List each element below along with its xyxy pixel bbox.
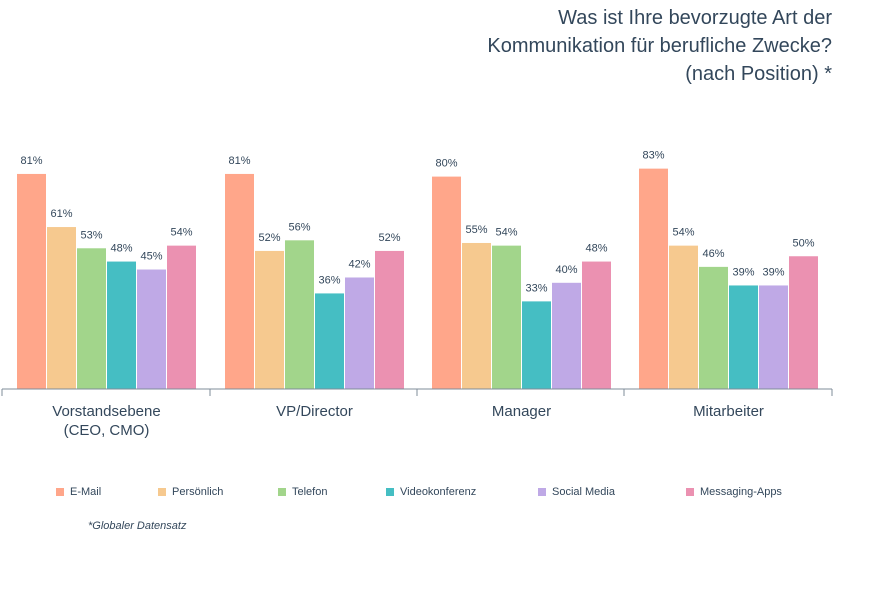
bar-chart: 81% 81% 80% 83% 61% 52% 55% 54% 53% 56% 54% 46% 48% 3… [1,150,833,439]
bar-messaging-apps-2 [582,261,611,389]
bar-social-media-3 [759,285,788,389]
legend-label: Social Media [552,486,615,498]
data-label: 52% [378,232,400,244]
legend-label: Persönlich [172,486,224,498]
data-label: 36% [318,274,340,286]
data-label: 54% [672,227,694,239]
legend-item: Videokonferenz [386,486,476,498]
bar-videokonferenz-2 [522,301,551,389]
chart-title: Was ist Ihre bevorzugte Art der Kommunik… [487,4,832,88]
data-label: 54% [495,227,517,239]
bar-telefon-0 [77,248,106,389]
data-label: 48% [585,243,607,255]
chart-title-line-2: Kommunikation für berufliche Zwecke? [487,35,832,57]
bar-e-mail-0 [17,173,46,389]
data-label: 53% [80,229,102,241]
bar-e-mail-3 [639,168,668,389]
data-label: 80% [435,158,457,170]
category-label: Mitarbeiter [693,403,764,420]
category-label: Vorstandsebene [52,403,160,420]
data-label: 46% [702,248,724,260]
legend-label: E-Mail [70,486,102,498]
bar-social-media-0 [137,269,166,389]
bar-social-media-2 [552,282,581,389]
bar-telefon-1 [285,240,314,389]
bar-videokonferenz-0 [107,261,136,389]
legend-label: Messaging-Apps [700,486,782,498]
legend-swatch [158,488,166,496]
chart-legend: E-Mail Persönlich Telefon Videokonferenz Soc… [56,486,836,502]
bar-videokonferenz-1 [315,293,344,389]
bar-e-mail-1 [225,173,254,389]
bar-videokonferenz-3 [729,285,758,389]
chart-title-line-1: Was ist Ihre bevorzugte Art der [558,7,832,29]
data-label: 42% [348,258,370,270]
data-label: 52% [258,232,280,244]
data-label: 56% [288,221,310,233]
legend-swatch [538,488,546,496]
data-label: 48% [110,243,132,255]
data-label: 81% [20,155,42,167]
data-label: 33% [525,282,547,294]
bar-telefon-3 [699,266,728,389]
data-label: 54% [170,227,192,239]
bar-messaging-apps-0 [167,245,196,389]
bar-social-media-1 [345,277,374,389]
bar-pers-nlich-2 [462,242,491,389]
footnote: *Globaler Datensatz [88,520,187,532]
legend-item: Social Media [538,486,615,498]
data-label: 39% [732,266,754,278]
data-label: 55% [465,224,487,236]
legend-label: Videokonferenz [400,486,477,498]
data-label: 50% [792,237,814,249]
category-label: VP/Director [276,403,353,420]
legend-item: Telefon [278,486,327,498]
legend-swatch [278,488,286,496]
data-label: 81% [228,155,250,167]
legend-swatch [56,488,64,496]
bar-telefon-2 [492,245,521,389]
bar-messaging-apps-3 [789,256,818,389]
bar-pers-nlich-3 [669,245,698,389]
bar-messaging-apps-1 [375,250,404,389]
legend-item: E-Mail [56,486,101,498]
legend-swatch [386,488,394,496]
legend-item: Persönlich [158,486,223,498]
bar-pers-nlich-1 [255,250,284,389]
data-label: 39% [762,266,784,278]
data-label: 45% [140,251,162,263]
bar-pers-nlich-0 [47,227,76,389]
chart-title-line-3: (nach Position) * [685,63,832,85]
category-label: (CEO, CMO) [64,422,150,439]
category-label: Manager [492,403,551,420]
legend-swatch [686,488,694,496]
data-label: 61% [50,208,72,220]
legend-item: Messaging-Apps [686,486,782,498]
legend-label: Telefon [292,486,328,498]
bar-e-mail-2 [432,176,461,389]
data-label: 40% [555,264,577,276]
data-label: 83% [642,150,664,162]
